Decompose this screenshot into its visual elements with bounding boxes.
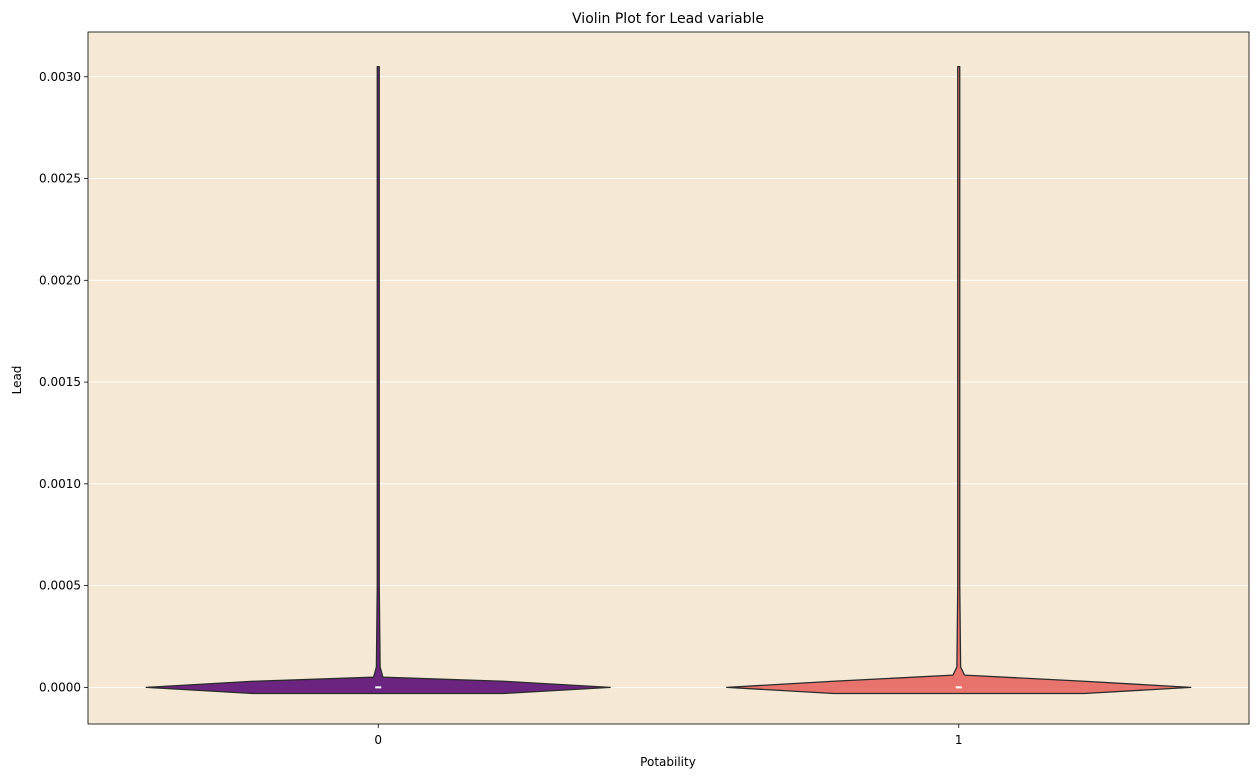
y-tick-label: 0.0015 [39, 375, 81, 389]
plot-border [87, 31, 1250, 725]
plot-area [88, 32, 1249, 724]
y-tick-label: 0.0020 [39, 273, 81, 287]
violin-1 [726, 65, 1192, 695]
x-tick-label: 0 [374, 733, 382, 747]
y-tick-label: 0.0030 [39, 70, 81, 84]
y-axis-label: Lead [10, 366, 24, 395]
chart-title: Violin Plot for Lead variable [572, 11, 764, 27]
y-tick-label: 0.0000 [39, 680, 81, 694]
y-axis-ticks: 0.0000 0.0005 0.0010 0.0015 0.0020 0.0025 0.00… [39, 70, 88, 694]
x-axis-label: Potability [640, 755, 696, 769]
violins [145, 65, 1192, 695]
y-tick-label: 0.0025 [39, 172, 81, 186]
violin-0 [145, 65, 611, 695]
plot-frame [87, 31, 1250, 725]
y-tick-label: 0.0010 [39, 477, 81, 491]
y-tick-label: 0.0005 [39, 579, 81, 593]
grid-lines [88, 76, 1249, 688]
x-tick-label: 1 [955, 733, 963, 747]
